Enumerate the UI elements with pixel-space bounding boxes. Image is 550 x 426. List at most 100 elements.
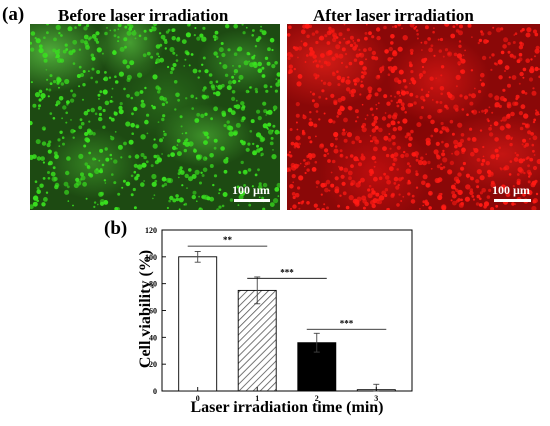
cell-dot (215, 91, 221, 97)
cell-dot (507, 41, 511, 46)
cell-dot (469, 101, 474, 106)
cell-dot (129, 60, 135, 66)
cell-dot (460, 201, 464, 206)
cell-dot (450, 184, 456, 190)
cell-dot (157, 121, 160, 123)
cell-dot (455, 24, 459, 26)
cell-dot (120, 156, 123, 159)
cell-dot (78, 65, 82, 69)
cell-dot (321, 207, 326, 210)
cell-dot (201, 63, 204, 66)
cell-dot (252, 29, 255, 32)
cell-dot (297, 56, 299, 59)
cell-dot (99, 199, 105, 204)
cell-dot (137, 72, 143, 78)
cell-dot (420, 41, 423, 44)
cell-dot (130, 193, 134, 197)
cell-dot (55, 56, 58, 59)
cell-dot (467, 24, 472, 28)
cell-dot (494, 137, 499, 142)
cell-dot (272, 105, 278, 110)
cell-dot (155, 44, 161, 49)
cell-dot (157, 90, 161, 94)
cell-dot (476, 194, 481, 199)
x-tick-label-2: 2 (315, 394, 319, 403)
cell-dot (462, 161, 466, 166)
cell-dot (261, 66, 265, 70)
scale-bar-after (494, 199, 531, 202)
cell-dot (455, 85, 458, 88)
cell-dot (368, 31, 372, 36)
cell-dot (388, 133, 391, 135)
cell-dot (53, 176, 58, 182)
cell-dot (493, 121, 499, 127)
cell-dot (396, 145, 401, 150)
cell-dot (470, 69, 474, 72)
cell-dot (293, 145, 297, 149)
cell-dot (345, 79, 351, 85)
cell-dot (508, 173, 512, 176)
cell-dot (143, 29, 147, 33)
cell-dot (444, 104, 448, 109)
cell-dot (430, 167, 433, 170)
cell-dot (38, 47, 44, 54)
cell-dot (367, 47, 373, 52)
cell-dot (218, 188, 222, 191)
cell-dot (160, 34, 166, 40)
cell-dot (440, 92, 443, 96)
cell-dot (272, 124, 276, 128)
cell-dot (82, 70, 86, 73)
cell-dot (156, 52, 160, 56)
cell-dot (349, 43, 354, 48)
cell-dot (397, 46, 403, 52)
cell-dot (301, 131, 306, 136)
cell-dot (339, 149, 343, 153)
cell-dot (169, 195, 174, 201)
cell-dot (479, 191, 483, 195)
cell-dot (325, 179, 331, 185)
cell-dot (190, 94, 194, 99)
y-tick-label-0: 0 (153, 387, 157, 396)
cell-dot (479, 197, 482, 201)
cell-dot (38, 44, 43, 49)
cell-dot (274, 129, 280, 135)
cell-dot (346, 28, 350, 32)
cell-dot (532, 135, 538, 141)
cell-dot (32, 201, 38, 207)
cell-dot (213, 138, 218, 143)
cell-dot (227, 80, 233, 85)
cell-dot (334, 186, 340, 192)
cell-dot (533, 118, 537, 122)
cell-dot (181, 132, 184, 135)
cell-dot (257, 61, 262, 67)
cell-dot (114, 207, 119, 210)
cell-dot (269, 141, 274, 146)
cell-dot (176, 144, 179, 146)
cell-dot (80, 121, 85, 126)
cell-dot (60, 34, 63, 37)
cell-dot (151, 26, 154, 29)
cell-dot (55, 24, 61, 30)
cell-dot (32, 195, 39, 201)
cell-dot (455, 199, 459, 203)
cell-dot (306, 201, 310, 205)
cell-dot (83, 40, 88, 45)
cell-dot (356, 116, 359, 119)
cell-dot (262, 182, 268, 188)
cell-dot (65, 170, 70, 176)
cell-dot (415, 158, 419, 162)
cell-dot (415, 29, 419, 32)
cell-dot (221, 112, 227, 117)
cell-dot (134, 154, 140, 159)
cell-dot (379, 66, 385, 72)
cell-dot (316, 207, 319, 210)
cell-dot (425, 93, 430, 98)
cell-dot (514, 32, 518, 35)
cell-dot (161, 102, 166, 107)
cell-dot (480, 162, 484, 166)
cell-dot (127, 24, 131, 27)
cell-dot (83, 110, 89, 116)
cell-dot (347, 40, 351, 44)
cell-dot (361, 127, 367, 133)
cell-dot (159, 138, 163, 143)
